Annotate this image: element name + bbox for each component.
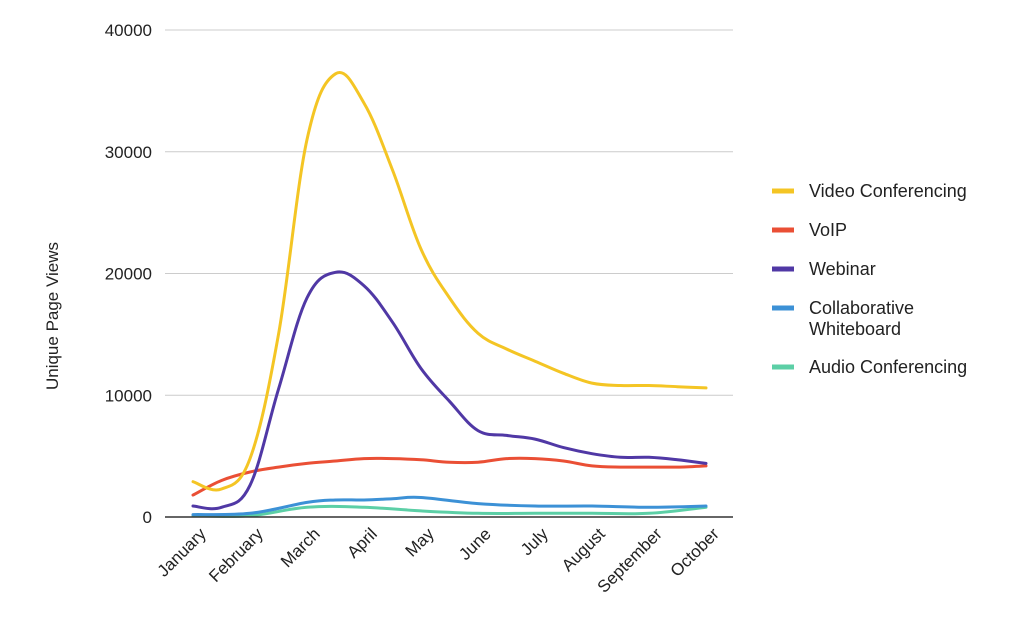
y-axis-ticks: 0 10000 20000 30000 40000 — [105, 21, 152, 527]
x-tick-label: October — [667, 524, 723, 580]
legend-label: VoIP — [809, 220, 847, 240]
x-tick-label: July — [517, 524, 552, 559]
y-tick-label: 20000 — [105, 265, 152, 284]
x-tick-label: May — [402, 524, 438, 560]
series-line-collaborative-whiteboard — [191, 495, 708, 517]
series-line-webinar — [191, 270, 708, 511]
grid-lines — [165, 29, 733, 396]
x-tick-label: June — [455, 524, 495, 564]
y-axis-title: Unique Page Views — [43, 242, 62, 390]
x-tick-label: February — [205, 524, 267, 586]
legend-item-collaborative-whiteboard: Collaborative Whiteboard — [772, 298, 914, 339]
series-line-video-conferencing — [191, 71, 708, 492]
y-tick-label: 30000 — [105, 143, 152, 162]
y-tick-label: 40000 — [105, 21, 152, 40]
series-line-audio-conferencing — [191, 504, 708, 518]
legend: Video Conferencing VoIP Webinar Collaborati… — [772, 181, 967, 377]
legend-item-voip: VoIP — [772, 220, 847, 240]
legend-label: Collaborative Whiteboard — [809, 298, 914, 339]
legend-label: Video Conferencing — [809, 181, 967, 201]
series-line-voip — [191, 456, 708, 497]
y-tick-label: 0 — [143, 508, 152, 527]
legend-item-webinar: Webinar — [772, 259, 876, 279]
x-tick-label: April — [343, 524, 380, 561]
y-tick-label: 10000 — [105, 386, 152, 405]
legend-item-audio-conferencing: Audio Conferencing — [772, 357, 967, 377]
legend-label: Webinar — [809, 259, 876, 279]
x-tick-label: March — [277, 524, 324, 571]
legend-item-video-conferencing: Video Conferencing — [772, 181, 967, 201]
x-tick-label: January — [154, 524, 211, 581]
legend-label: Audio Conferencing — [809, 357, 967, 377]
series-lines — [191, 71, 708, 518]
x-tick-label: August — [558, 524, 609, 575]
